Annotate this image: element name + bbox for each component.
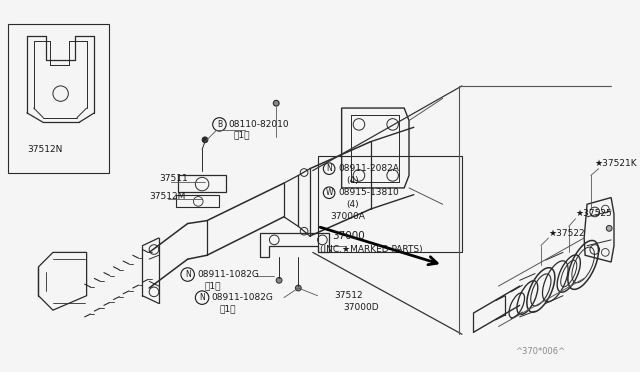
Text: (INC.★MARKED PARTS): (INC.★MARKED PARTS): [319, 245, 422, 254]
Text: (4): (4): [346, 200, 359, 209]
Text: 37512M: 37512M: [149, 192, 186, 201]
Text: 〈1〉: 〈1〉: [220, 305, 236, 314]
Text: 37512: 37512: [334, 291, 363, 300]
Text: (4): (4): [346, 176, 359, 185]
Text: B: B: [217, 120, 222, 129]
Text: 37000D: 37000D: [344, 303, 379, 312]
Text: N: N: [199, 293, 205, 302]
Text: 08110-82010: 08110-82010: [228, 120, 289, 129]
Text: 〈1〉: 〈1〉: [205, 282, 221, 291]
Text: W: W: [325, 188, 333, 197]
Text: N: N: [185, 270, 191, 279]
Bar: [8, 24, 109, 173]
Circle shape: [296, 285, 301, 291]
Text: 08911-1082G: 08911-1082G: [212, 293, 273, 302]
Text: 08911-1082G: 08911-1082G: [197, 270, 259, 279]
Circle shape: [202, 137, 208, 143]
Text: 37512N: 37512N: [27, 145, 62, 154]
Text: N: N: [326, 164, 332, 173]
Text: 37511: 37511: [159, 174, 188, 183]
Circle shape: [273, 100, 279, 106]
Text: 37000A: 37000A: [330, 212, 365, 221]
Text: 37000: 37000: [332, 231, 365, 241]
Circle shape: [276, 278, 282, 283]
Text: ★37521K: ★37521K: [595, 159, 637, 169]
Text: ★37525: ★37525: [575, 209, 612, 218]
Text: ★37522: ★37522: [548, 229, 585, 238]
Bar: [317, 156, 462, 253]
Text: 08915-13810: 08915-13810: [339, 188, 399, 197]
Circle shape: [606, 225, 612, 231]
Text: ^370*006^: ^370*006^: [515, 347, 565, 356]
Text: 08911-2082A: 08911-2082A: [339, 164, 399, 173]
Text: 〈1〉: 〈1〉: [234, 131, 250, 140]
